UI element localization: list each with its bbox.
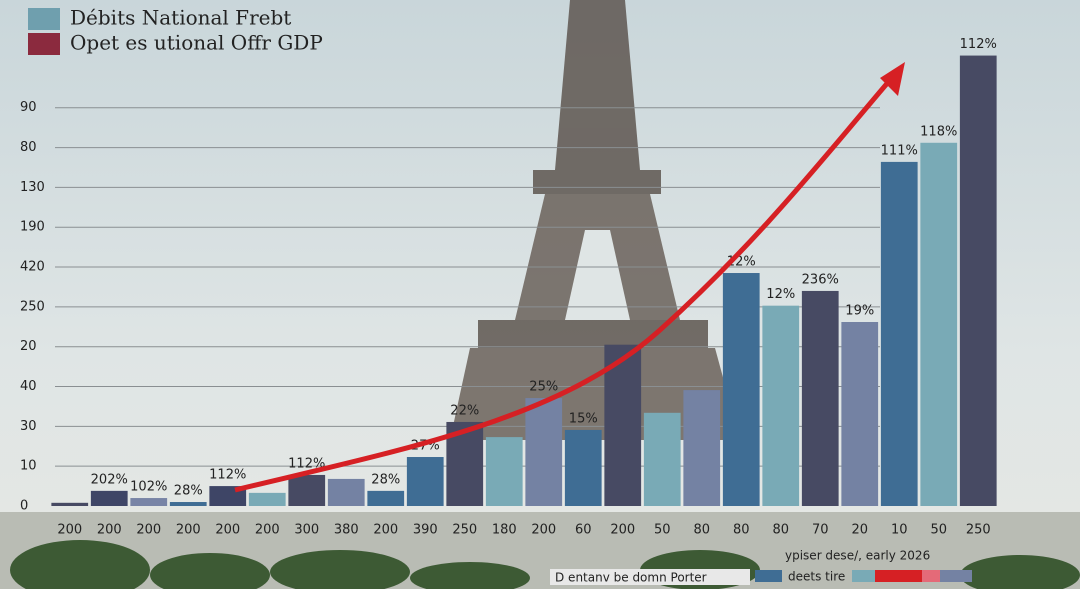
x-tick-label: 200 xyxy=(97,523,122,538)
bar xyxy=(841,322,879,506)
bar-label: 25% xyxy=(529,380,558,395)
x-tick-label: 200 xyxy=(610,523,635,538)
bar-label: 118% xyxy=(920,124,957,139)
bar xyxy=(564,429,602,506)
x-tick-label: 10 xyxy=(891,523,908,538)
x-tick-label: 380 xyxy=(334,523,359,538)
bar xyxy=(248,492,286,506)
bar xyxy=(959,55,997,506)
bar xyxy=(722,273,760,506)
bar-label: 111% xyxy=(881,143,918,158)
bar xyxy=(169,502,207,506)
plot: 0 10 30 40 20 250 420 190 130 80 90 200 200 202% 200 10… xyxy=(20,37,997,537)
bar xyxy=(920,142,958,507)
footer-swatch xyxy=(940,570,972,582)
bar xyxy=(130,498,168,506)
x-tick-label: 180 xyxy=(492,523,517,538)
bar-label: 236% xyxy=(802,272,839,287)
bar-label: 15% xyxy=(569,411,598,426)
footer-text: deets tire xyxy=(788,570,845,584)
bar xyxy=(51,502,89,506)
x-tick-label: 390 xyxy=(413,523,438,538)
x-tick-label: 50 xyxy=(930,523,947,538)
bar-label: 28% xyxy=(174,484,203,499)
footer-swatch xyxy=(875,570,922,582)
bar xyxy=(406,457,444,506)
bar-label: 22% xyxy=(450,403,479,418)
x-tick-label: 50 xyxy=(654,523,671,538)
bar-label: 19% xyxy=(845,304,874,319)
bar xyxy=(762,305,800,506)
footer-box xyxy=(550,569,750,585)
bar-label: 12% xyxy=(766,287,795,302)
x-tick-label: 80 xyxy=(733,523,750,538)
bar xyxy=(643,412,681,506)
y-tick-label: 0 xyxy=(20,499,28,514)
y-tick-label: 420 xyxy=(20,260,45,275)
x-tick-label: 60 xyxy=(575,523,592,538)
y-tick-label: 130 xyxy=(20,180,45,195)
y-tick-label: 30 xyxy=(20,419,37,434)
y-tick-label: 80 xyxy=(20,140,37,155)
x-tick-label: 200 xyxy=(373,523,398,538)
bar xyxy=(288,474,326,506)
x-tick-label: 200 xyxy=(57,523,82,538)
y-tick-label: 40 xyxy=(20,379,37,394)
legend-swatch xyxy=(28,8,60,30)
footer-text: D entanv be domn Porter xyxy=(555,571,707,585)
trend-arrow xyxy=(234,78,892,493)
x-tick-label: 250 xyxy=(452,523,477,538)
x-tick-label: 20 xyxy=(851,523,868,538)
bar-label: 112% xyxy=(209,468,246,483)
x-tick-label: 300 xyxy=(294,523,319,538)
bar xyxy=(367,490,405,506)
footer-swatch xyxy=(922,570,940,582)
footer-text: ypiser dese/, early 2026 xyxy=(785,549,930,563)
bar xyxy=(604,344,642,506)
bar xyxy=(525,398,563,506)
x-tick-label: 80 xyxy=(772,523,789,538)
legend-label: Opet es utional Offr GDP xyxy=(70,31,323,55)
bar-label: 202% xyxy=(91,472,128,487)
bar xyxy=(90,490,128,506)
bar xyxy=(880,161,918,507)
x-tick-label: 200 xyxy=(531,523,556,538)
x-tick-label: 80 xyxy=(693,523,710,538)
x-tick-label: 200 xyxy=(136,523,161,538)
bar-label: 102% xyxy=(130,480,167,495)
bar xyxy=(485,437,523,506)
tower-gap xyxy=(565,230,630,320)
bar xyxy=(327,478,365,506)
y-tick-label: 250 xyxy=(20,299,45,314)
legend-swatch xyxy=(28,33,60,55)
bar xyxy=(683,390,721,506)
legend-label: Débits National Frebt xyxy=(70,6,291,30)
bar xyxy=(801,290,839,506)
bar-label: 112% xyxy=(960,37,997,52)
bar-label: 112% xyxy=(288,456,325,471)
footer-swatch xyxy=(852,570,875,582)
y-tick-label: 10 xyxy=(20,459,37,474)
arrow-head xyxy=(880,62,905,96)
x-tick-label: 200 xyxy=(255,523,280,538)
x-tick-label: 200 xyxy=(176,523,201,538)
y-tick-label: 90 xyxy=(20,100,37,115)
footer-swatch xyxy=(755,570,782,582)
bar-label: 28% xyxy=(371,472,400,487)
x-tick-label: 250 xyxy=(966,523,991,538)
y-tick-label: 190 xyxy=(20,220,45,235)
x-tick-label: 70 xyxy=(812,523,829,538)
y-tick-label: 20 xyxy=(20,339,37,354)
x-tick-label: 200 xyxy=(215,523,240,538)
